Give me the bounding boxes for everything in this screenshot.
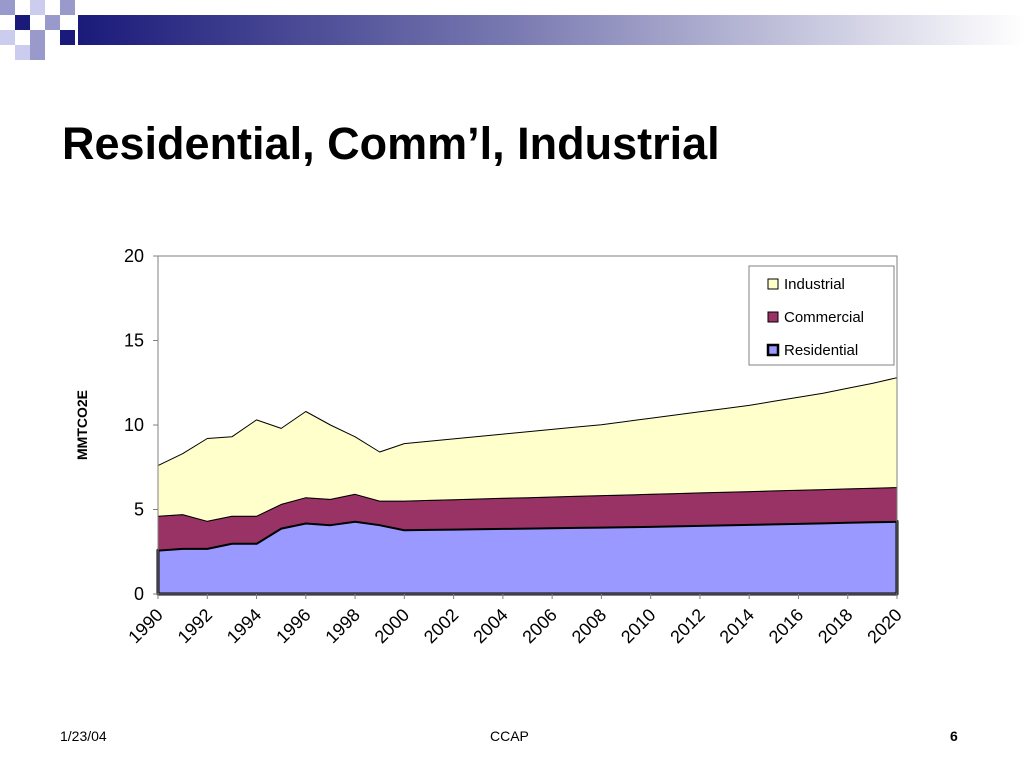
x-tick-label: 2016 — [765, 605, 807, 647]
decor-square — [15, 15, 30, 30]
x-tick-label: 2004 — [469, 605, 511, 647]
x-tick-label: 2020 — [863, 605, 905, 647]
x-tick-label: 1990 — [124, 605, 166, 647]
decor-square — [0, 30, 15, 45]
residential-legend-label: Residential — [784, 342, 858, 359]
decor-square — [15, 45, 30, 60]
x-tick-label: 1998 — [321, 605, 363, 647]
y-tick-label: 5 — [134, 500, 144, 520]
y-tick-label: 0 — [134, 584, 144, 604]
y-axis-title: MMTCO2E — [74, 390, 90, 460]
x-tick-label: 2000 — [371, 605, 413, 647]
industrial-legend-swatch — [767, 278, 779, 290]
y-axis: 0 5 10 15 20 — [124, 246, 158, 604]
decor-square — [30, 45, 45, 60]
footer-date: 1/23/04 — [60, 728, 107, 744]
x-tick-label: 2006 — [518, 605, 560, 647]
slide-title: Residential, Comm’l, Industrial — [62, 118, 720, 169]
commercial-legend-swatch — [767, 311, 779, 323]
commercial-legend-label: Commercial — [784, 309, 864, 326]
page-number: 6 — [950, 728, 958, 744]
decor-square — [30, 0, 45, 15]
x-tick-label: 1994 — [223, 605, 265, 647]
decor-square — [45, 15, 60, 30]
x-tick-label: 2008 — [568, 605, 610, 647]
decor-square — [0, 0, 15, 15]
area-layer — [156, 377, 899, 596]
x-tick-label: 2014 — [716, 605, 758, 647]
y-tick-label: 20 — [124, 246, 144, 266]
decor-square — [60, 30, 75, 45]
x-tick-label: 2002 — [420, 605, 462, 647]
x-tick-label: 1992 — [174, 605, 216, 647]
chart-legend: Industrial Commercial Residential — [748, 265, 895, 366]
industrial-legend-label: Industrial — [784, 276, 845, 293]
x-tick-label: 2012 — [666, 605, 708, 647]
slide-corner-decoration — [0, 0, 1024, 60]
decor-square — [30, 30, 45, 45]
decor-square — [60, 0, 75, 15]
y-tick-label: 15 — [124, 331, 144, 351]
residential-legend-swatch — [766, 343, 780, 357]
x-tick-label: 2010 — [617, 605, 659, 647]
x-axis: 1990 1992 1994 1996 1998 2000 2002 2004 2006 2008… — [124, 594, 906, 647]
footer-center-text: CCAP — [490, 728, 529, 744]
y-tick-label: 10 — [124, 415, 144, 435]
x-tick-label: 2018 — [814, 605, 856, 647]
x-tick-label: 1996 — [272, 605, 314, 647]
top-gradient-bar — [78, 15, 1024, 45]
